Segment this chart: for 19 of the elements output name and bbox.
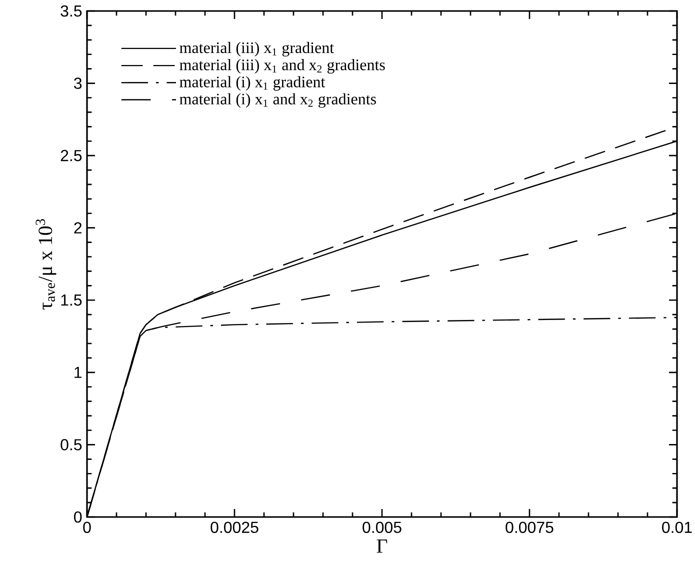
y-tick-label: 1 — [74, 366, 82, 378]
legend-label: material (iii) x$_{1}$ gradient — [180, 42, 334, 56]
x-tick-label: 0 — [83, 522, 91, 534]
y-tick-label: 1.5 — [61, 294, 82, 306]
y-tick-label: 0 — [74, 511, 82, 523]
y-tick-label: 3 — [74, 78, 82, 89]
legend-label: material (iii) x$_{1}$ and x$_{2}$ gradients — [180, 58, 385, 74]
legend-label: material (i) x$_{1}$ and x$_{2}$ gradients — [180, 93, 376, 108]
y-axis-title: τ$_{ave}$/μ x 10$^{3}$ — [36, 219, 56, 310]
y-tick-label: 0.5 — [60, 439, 82, 450]
y-tick-label: 2.5 — [60, 150, 82, 162]
y-tick-label: 3.5 — [60, 5, 82, 17]
x-tick-label: 0.0025 — [210, 522, 258, 534]
y-tick-label: 2 — [74, 222, 82, 234]
legend-label: material (i) x$_{1}$ gradient — [180, 76, 326, 91]
x-axis-title: Γ — [376, 540, 388, 553]
x-tick-label: 0.005 — [362, 522, 402, 534]
x-tick-label: 0.0075 — [506, 522, 554, 534]
x-tick-label: 0.01 — [662, 522, 692, 534]
